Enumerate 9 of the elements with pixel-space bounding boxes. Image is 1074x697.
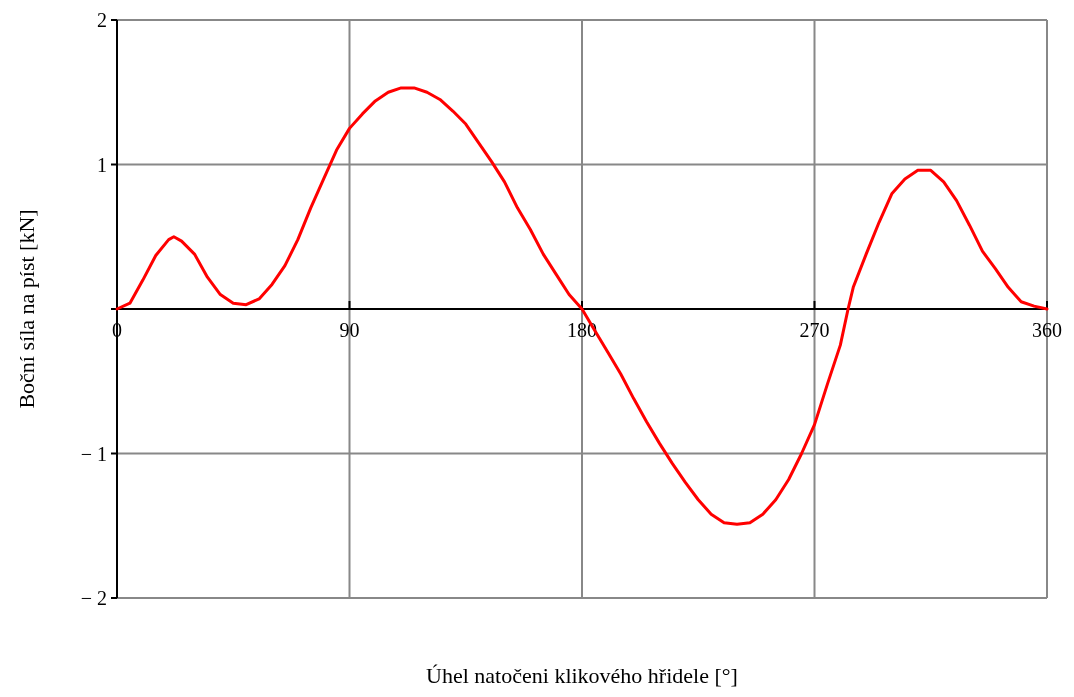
y-tick-label: 2 <box>97 9 107 31</box>
y-tick-label: − 2 <box>80 587 107 609</box>
x-tick-label: 90 <box>339 319 360 341</box>
y-tick-label: 1 <box>97 153 107 176</box>
x-tick-label: 270 <box>799 319 830 341</box>
x-tick-label: 360 <box>1032 319 1062 341</box>
x-axis-title: Úhel natočeni klikového hřidele [°] <box>426 663 738 688</box>
y-tick-label: − 1 <box>80 442 107 465</box>
y-axis-title: Boční síla na píst [kN] <box>14 209 39 409</box>
